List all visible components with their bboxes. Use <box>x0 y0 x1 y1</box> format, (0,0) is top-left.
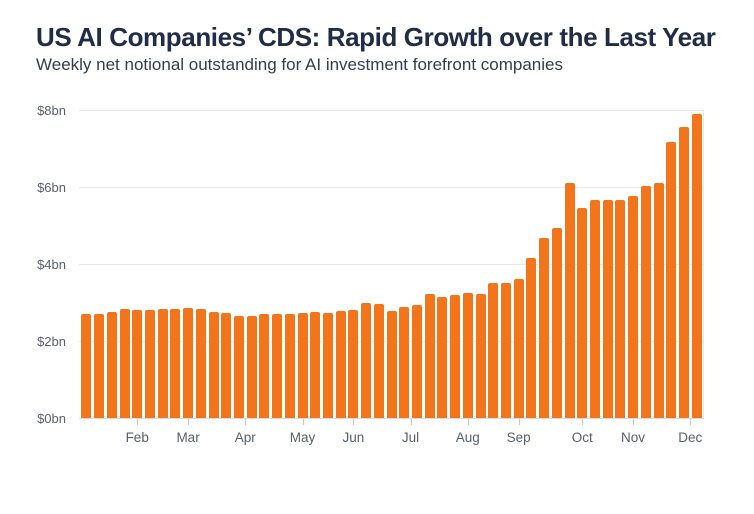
x-label-may: May <box>289 430 316 445</box>
bar-week-40 <box>577 208 588 418</box>
bar-week-37 <box>539 237 550 418</box>
bar-week-45 <box>640 186 651 418</box>
bar-week-39 <box>564 183 575 418</box>
x-tick-nov <box>633 419 635 425</box>
bar-week-3 <box>106 312 117 418</box>
bar-week-10 <box>195 309 206 418</box>
bar-week-17 <box>284 314 295 418</box>
bar-week-19 <box>310 312 321 418</box>
x-label-mar: Mar <box>176 430 200 445</box>
bar-week-24 <box>373 304 384 418</box>
x-tick-oct <box>582 419 584 425</box>
x-tick-sep <box>518 419 520 425</box>
bar-week-42 <box>602 199 613 418</box>
bar-week-8 <box>170 309 181 418</box>
bar-week-2 <box>94 314 105 418</box>
x-label-jul: Jul <box>401 430 420 445</box>
x-tick-dec <box>690 419 692 425</box>
bar-week-16 <box>272 314 283 418</box>
bar-week-47 <box>666 141 677 418</box>
bar-week-26 <box>399 307 410 418</box>
bar-week-34 <box>500 282 511 418</box>
x-tick-feb <box>137 419 139 425</box>
x-label-jun: Jun <box>342 430 365 445</box>
x-tick-jul <box>410 419 412 425</box>
bar-week-29 <box>437 296 448 418</box>
bar-week-30 <box>450 295 461 418</box>
bar-week-20 <box>322 312 333 418</box>
gridline-8bn <box>79 110 704 111</box>
gridline-0bn <box>79 418 704 419</box>
x-label-sep: Sep <box>506 430 531 445</box>
x-tick-apr <box>245 419 247 425</box>
bar-week-43 <box>615 200 626 418</box>
bar-week-38 <box>551 228 562 418</box>
x-label-feb: Feb <box>125 430 149 445</box>
chart-title: US AI Companies’ CDS: Rapid Growth over … <box>36 22 716 52</box>
x-label-dec: Dec <box>678 430 703 445</box>
y-tick-label-0bn: $0bn <box>37 411 66 426</box>
y-tick-label-8bn: $8bn <box>37 103 66 118</box>
x-tick-may <box>302 419 304 425</box>
gridline-6bn <box>79 187 704 188</box>
bar-week-6 <box>144 309 155 418</box>
y-tick-label-6bn: $6bn <box>37 180 66 195</box>
bar-week-46 <box>653 183 664 418</box>
bar-week-22 <box>348 310 359 418</box>
bar-week-31 <box>462 293 473 418</box>
x-label-nov: Nov <box>621 430 646 445</box>
x-label-apr: Apr <box>234 430 256 445</box>
x-tick-mar <box>188 419 190 425</box>
x-label-oct: Oct <box>571 430 593 445</box>
bar-week-5 <box>132 309 143 418</box>
bar-week-23 <box>361 303 372 418</box>
bar-week-9 <box>183 307 194 418</box>
bar-week-15 <box>259 314 270 418</box>
bar-week-33 <box>488 283 499 418</box>
bar-week-32 <box>475 294 486 418</box>
bar-week-14 <box>246 315 257 418</box>
x-label-aug: Aug <box>455 430 480 445</box>
bar-week-49 <box>691 113 702 418</box>
bar-week-35 <box>513 278 524 418</box>
bar-week-4 <box>119 309 130 418</box>
bar-week-7 <box>157 309 168 418</box>
bar-week-1 <box>81 314 92 418</box>
bar-week-48 <box>678 126 689 418</box>
bar-week-12 <box>221 312 232 418</box>
bar-week-28 <box>424 294 435 418</box>
plot-right-border <box>703 110 704 418</box>
x-tick-jun <box>353 419 355 425</box>
bar-week-44 <box>628 195 639 418</box>
gridline-4bn <box>79 264 704 265</box>
y-tick-label-2bn: $2bn <box>37 334 66 349</box>
chart-subtitle: Weekly net notional outstanding for AI i… <box>36 55 563 74</box>
x-tick-aug <box>467 419 469 425</box>
bar-week-41 <box>589 200 600 418</box>
bar-week-36 <box>526 258 537 418</box>
bar-week-21 <box>335 310 346 418</box>
bar-week-18 <box>297 312 308 418</box>
bar-week-13 <box>233 316 244 418</box>
bar-week-25 <box>386 310 397 418</box>
bar-week-11 <box>208 311 219 418</box>
y-tick-label-4bn: $4bn <box>37 257 66 272</box>
bar-week-27 <box>411 304 422 418</box>
